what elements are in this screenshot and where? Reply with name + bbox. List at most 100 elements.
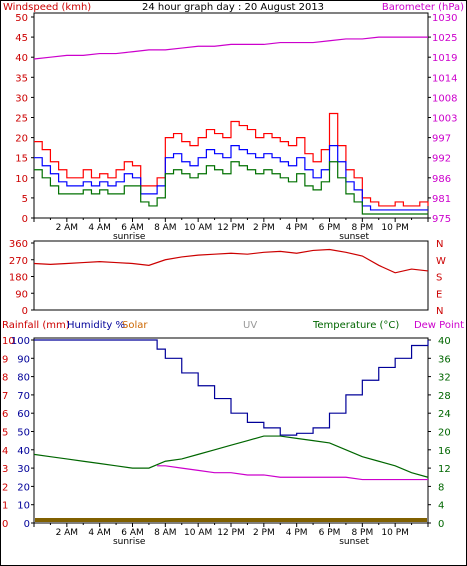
humidity-tick-label: 100 [11,336,30,347]
rain-tick-label: 7 [2,391,8,402]
barometer-label: Barometer (hPa) [382,2,464,13]
rain-tick-label: 5 [2,428,8,439]
chart-title: 24 hour graph day : 20 August 2013 [142,2,324,13]
compass-label: S [436,273,442,284]
y-left-tick-label: 30 [15,93,28,104]
humidity-tick-label: 0 [24,519,30,530]
y-right-tick-label: 1025 [432,33,457,44]
uv-label: UV [243,320,257,331]
rain-tick-label: 10 [2,336,15,347]
y-left-tick-label: 45 [15,33,28,44]
plot-frame [33,12,429,219]
solar-label: Solar [122,320,148,331]
temp-tick-label: 8 [438,482,444,493]
y-right-tick-label: 1014 [432,73,457,84]
sunrise-label: sunrise [113,232,146,242]
x-tick-label: 2 PM [253,223,275,233]
compass-label: E [436,289,442,300]
temperature-label: Temperature (°C) [312,320,399,331]
humidity-tick-label: 30 [17,464,30,475]
temp-tick-label: 12 [438,464,451,475]
y-left-tick-label: 40 [15,53,28,64]
humidity-tick-label: 90 [17,354,30,365]
windspeed-label: Windspeed (kmh) [3,2,91,13]
humidity-tick-label: 40 [17,446,30,457]
x-tick-label: 4 PM [286,223,308,233]
rain-tick-label: 0 [2,519,8,530]
temp-tick-label: 28 [438,391,451,402]
y-left-tick-label: 180 [9,273,28,284]
x-tick-label: 6 AM [121,223,144,233]
y-right-tick-label: 1003 [432,114,457,125]
series-line-1 [34,145,428,211]
plot-frame [33,337,429,524]
x-tick-label: 6 PM [319,528,341,538]
temperature-humidity-panel: 0 0 0 1 10 4 2 20 8 3 30 12 4 40 16 5 50 20 6 60 24 7 70 28 8 80 3… [2,336,451,547]
y-right-tick-label: 1008 [432,93,457,104]
y-right-tick-label: 997 [432,134,451,145]
series-line-2 [157,465,428,481]
x-tick-label: 10 AM [184,223,212,233]
x-tick-label: 8 PM [351,528,373,538]
x-tick-label: 8 PM [351,223,373,233]
temp-tick-label: 32 [438,373,451,384]
sunrise-label: sunrise [113,537,146,547]
humidity-tick-label: 60 [17,409,30,420]
x-tick-label: 4 AM [88,528,111,538]
humidity-tick-label: 70 [17,391,30,402]
y-left-tick-label: 360 [9,239,28,250]
sunset-label: sunset [339,232,369,242]
rainfall-label: Rainfall (mm) [2,320,70,331]
x-tick-label: 2 AM [56,528,79,538]
y-left-tick-label: 10 [15,174,28,185]
y-left-tick-label: 50 [15,13,28,24]
y-left-tick-label: 270 [9,256,28,267]
x-tick-label: 6 PM [319,223,341,233]
x-tick-label: 2 AM [56,223,79,233]
y-left-tick-label: 0 [22,306,28,317]
temp-tick-label: 40 [438,336,451,347]
y-right-tick-label: 992 [432,154,451,165]
compass-label: N [436,239,443,250]
y-left-tick-label: 90 [15,289,28,300]
rain-tick-label: 8 [2,373,8,384]
x-tick-label: 12 PM [217,223,245,233]
y-right-tick-label: 975 [432,214,451,225]
x-tick-label: 8 AM [154,528,177,538]
humidity-label: Humidity % [67,320,125,331]
x-tick-label: 8 AM [154,223,177,233]
plot-frame [33,240,429,311]
series-line-3 [33,36,428,60]
y-left-tick-label: 5 [22,194,28,205]
rainfall-bar [35,518,427,522]
series-line-0 [34,339,429,436]
series-line-2 [34,161,428,215]
temp-tick-label: 20 [438,428,451,439]
temp-tick-label: 4 [438,501,444,512]
x-tick-label: 10 AM [184,528,212,538]
temp-tick-label: 24 [438,409,451,420]
humidity-tick-label: 80 [17,373,30,384]
series-line-1 [33,435,429,478]
x-tick-label: 4 AM [88,223,111,233]
y-left-tick-label: 15 [15,154,28,165]
x-tick-label: 10 PM [381,528,409,538]
compass-label: N [436,306,443,317]
rain-tick-label: 3 [2,464,8,475]
x-tick-label: 6 AM [121,528,144,538]
dew-point-label: Dew Point [414,320,464,331]
rain-tick-label: 4 [2,446,8,457]
temp-tick-label: 16 [438,446,451,457]
y-left-tick-label: 35 [15,73,28,84]
x-tick-label: 2 PM [253,528,275,538]
y-left-tick-label: 0 [22,214,28,225]
sunset-label: sunset [339,537,369,547]
compass-label: W [436,256,446,267]
y-right-tick-label: 1019 [432,53,457,64]
series-line-0 [34,112,429,207]
y-left-tick-label: 20 [15,134,28,145]
x-tick-label: 4 PM [286,528,308,538]
rain-tick-label: 2 [2,482,8,493]
x-tick-label: 10 PM [381,223,409,233]
